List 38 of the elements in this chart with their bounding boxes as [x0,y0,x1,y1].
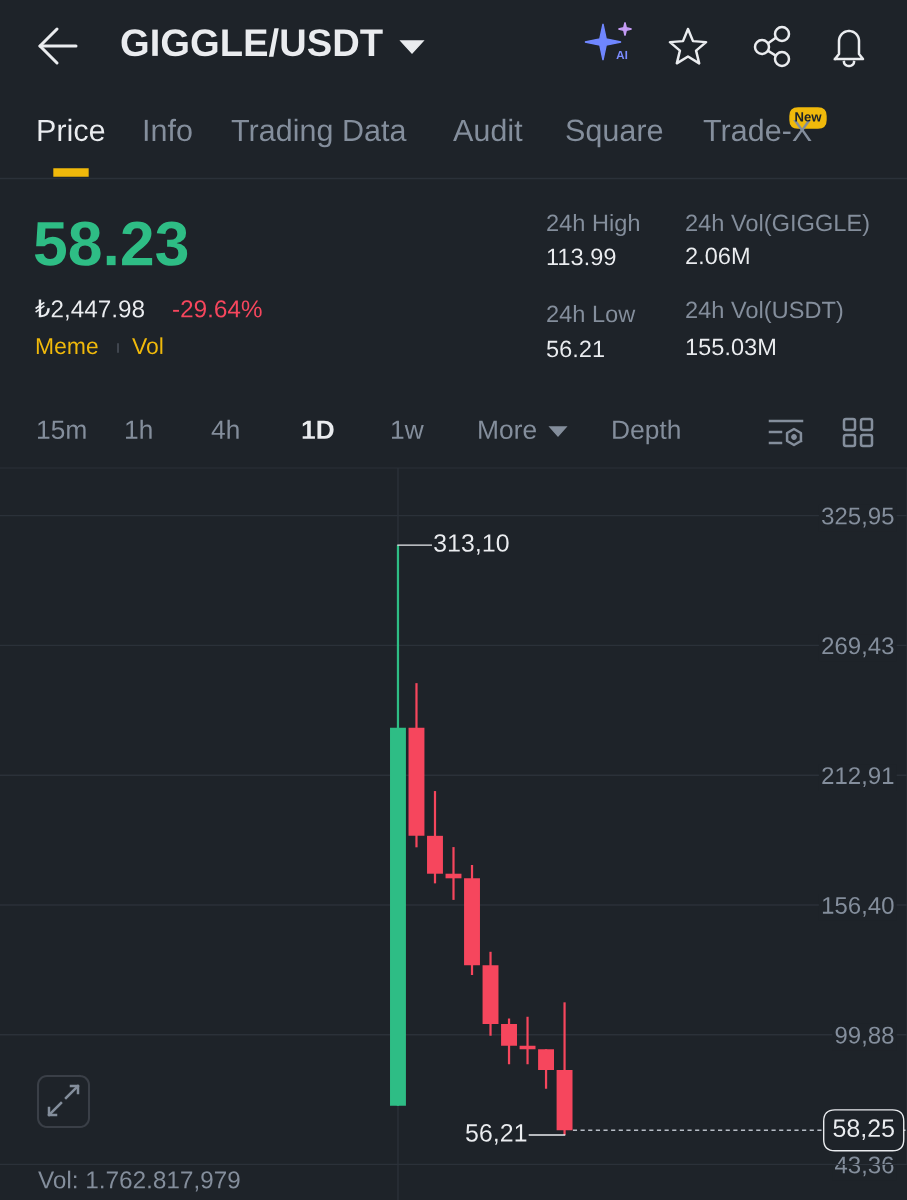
candlestick [501,1017,517,1066]
y-tick-label: 99,88 [835,1026,894,1047]
y-tick-label: 156,40 [822,896,894,917]
text: More [479,420,536,440]
text: 24h Low [547,304,636,323]
text: 24h Vol(GIGGLE) [686,213,869,236]
text: Trading Data [231,118,407,148]
annotation: 313,10 [434,534,509,555]
text: 24h Vol(USDT) [686,300,843,323]
text: AI [616,50,628,60]
text: 2.06M [686,247,749,265]
annotation: 56,21 [465,1124,527,1145]
text: 4h [211,419,239,439]
candlestick [538,1048,555,1090]
chart-title: GIGGLE/USDT [121,28,383,57]
text: Price [38,118,105,142]
text: 155.03M [686,338,775,356]
text: ₺2,447.98 [35,299,145,321]
y-tick-label: 269,43 [822,637,894,658]
text: Vol: 1.762.817,979 [38,1170,240,1192]
text: 15m [38,420,86,440]
text: 24h High [547,213,639,236]
text: 56.21 [546,340,604,358]
text: 58.23 [34,221,188,266]
text: 1h [126,419,152,439]
text: Audit [453,118,523,142]
text: 1D [302,420,334,439]
text: 1w [392,420,424,439]
text: -29.64% [173,300,262,318]
ref-line-label: 58,25 [833,1119,894,1140]
text: 113.99 [547,248,616,266]
y-tick-label: 325,95 [822,507,894,528]
text: Square [566,119,663,148]
text: Meme [36,338,98,355]
text: Depth [613,419,680,445]
text: Info [144,118,192,142]
y-tick-label: 212,91 [822,767,894,787]
text: Vol [132,337,163,355]
